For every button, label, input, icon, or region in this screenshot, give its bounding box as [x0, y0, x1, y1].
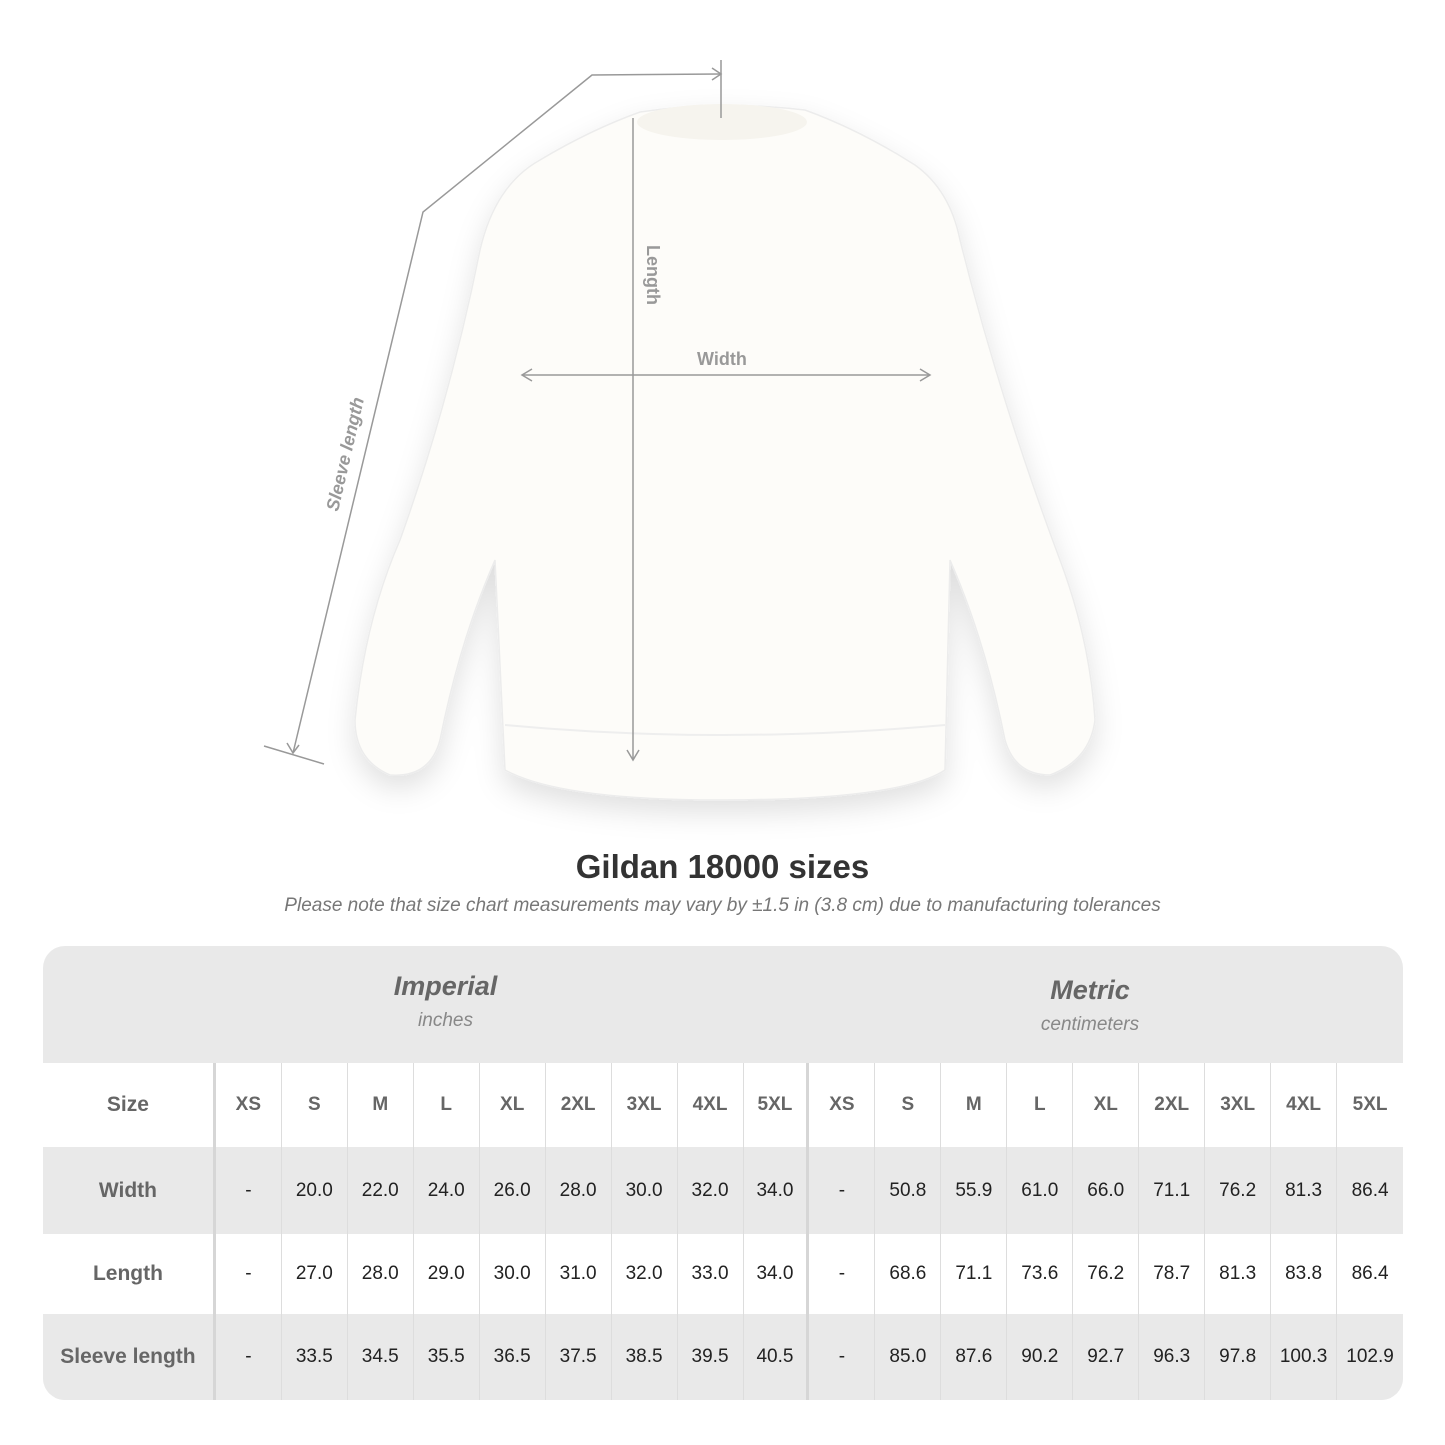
table-row: Width -20.0 22.0 24.0 26.0 28.0 30.0 32.0 34.0-5… — [43, 1147, 1403, 1234]
imperial-value-cell: 28.0 — [348, 1234, 414, 1314]
page-title: Gildan 18000 sizes — [575, 848, 870, 885]
imperial-value-cell: 31.0 — [546, 1234, 612, 1314]
size-header-cell: S — [875, 1063, 942, 1147]
size-header-cell: 3XL — [1205, 1063, 1272, 1147]
metric-value-cell: 68.6 — [875, 1234, 942, 1314]
size-header-cell: L — [414, 1063, 480, 1147]
metric-value-cell: 50.8 — [875, 1147, 942, 1234]
imperial-unit: inches — [418, 1010, 473, 1031]
imperial-value-cell: - — [216, 1234, 282, 1314]
metric-header: Metric centimeters — [810, 950, 1370, 1067]
imperial-value-cell: 33.5 — [282, 1314, 348, 1400]
imperial-value-cell: 27.0 — [282, 1234, 348, 1314]
metric-value-cell: 92.7 — [1073, 1314, 1140, 1400]
size-header-cell: 5XL — [1352, 1094, 1388, 1115]
imperial-value-cell: 38.5 — [612, 1314, 678, 1400]
imperial-value-cell: 22.0 — [348, 1147, 414, 1234]
imperial-value-cell: 40.5 — [744, 1314, 810, 1400]
metric-value-cell: - — [809, 1234, 876, 1314]
imperial-value-cell: - — [216, 1314, 282, 1400]
metric-value-cell: 85.0 — [875, 1314, 942, 1400]
metric-value-cell: 102.9 — [1346, 1346, 1394, 1367]
sleeve-length-label: Sleeve length — [322, 395, 368, 513]
imperial-value-cell: 33.0 — [678, 1234, 744, 1314]
imperial-value-cell: 34.0 — [744, 1147, 810, 1234]
width-label: Width — [697, 349, 747, 369]
imperial-value-cell: 32.0 — [678, 1147, 744, 1234]
imperial-value-cell: 34.0 — [744, 1234, 810, 1314]
size-header-cell: 4XL — [678, 1063, 744, 1147]
metric-value-cell: 97.8 — [1205, 1314, 1272, 1400]
imperial-value-cell: - — [216, 1147, 282, 1234]
metric-value-cell: 96.3 — [1139, 1314, 1206, 1400]
metric-value-cell: 76.2 — [1073, 1234, 1140, 1314]
imperial-title: Imperial — [393, 971, 498, 1001]
imperial-value-cell: 39.5 — [678, 1314, 744, 1400]
imperial-value-cell: 28.0 — [546, 1147, 612, 1234]
size-header-cell: M — [941, 1063, 1008, 1147]
table-row: Sleeve length -33.5 34.5 35.5 36.5 37.5 38.5 39… — [43, 1314, 1403, 1400]
header-row: Size XS S M L XL 2XL 3XL 4XL 5XL XS S M L XL 2XL 3XL 4XL 5… — [43, 1063, 1403, 1147]
imperial-header: Imperial inches — [216, 946, 675, 1063]
row-label: Width — [43, 1147, 216, 1234]
size-table: Imperial inches Metric centimeters Size X… — [43, 946, 1403, 1400]
metric-value-cell: 66.0 — [1073, 1147, 1140, 1234]
imperial-value-cell: 32.0 — [612, 1234, 678, 1314]
imperial-value-cell: 30.0 — [612, 1147, 678, 1234]
metric-value-cell: 61.0 — [1007, 1147, 1074, 1234]
metric-value-cell: 81.3 — [1271, 1147, 1338, 1234]
size-header-cell: 5XL — [744, 1063, 810, 1147]
imperial-value-cell: 29.0 — [414, 1234, 480, 1314]
metric-value-cell: 86.4 — [1351, 1179, 1389, 1201]
imperial-value-cell: 34.5 — [348, 1314, 414, 1400]
metric-value-cell: 81.3 — [1205, 1234, 1272, 1314]
metric-value-cell: 90.2 — [1007, 1314, 1074, 1400]
metric-value-cell: - — [809, 1314, 876, 1400]
size-header-cell: 4XL — [1271, 1063, 1338, 1147]
length-label: Length — [643, 245, 663, 305]
size-header-cell: XS — [216, 1063, 282, 1147]
table-row: Length -27.0 28.0 29.0 30.0 31.0 32.0 33.0 34.0-… — [43, 1234, 1403, 1314]
metric-title: Metric — [1050, 975, 1130, 1005]
imperial-value-cell: 30.0 — [480, 1234, 546, 1314]
metric-value-cell: 83.8 — [1271, 1234, 1338, 1314]
size-header-cell: S — [282, 1063, 348, 1147]
metric-value-cell: 86.4 — [1351, 1263, 1389, 1284]
imperial-value-cell: 36.5 — [480, 1314, 546, 1400]
metric-value-cell: 71.1 — [1139, 1147, 1206, 1234]
size-header-cell: M — [348, 1063, 414, 1147]
sweatshirt-illustration: Sleeve length Length Width — [263, 60, 1096, 801]
imperial-value-cell: 37.5 — [546, 1314, 612, 1400]
tolerance-note: Please note that size chart measurements… — [284, 895, 1161, 916]
imperial-value-cell: 24.0 — [414, 1147, 480, 1234]
metric-value-cell: 73.6 — [1007, 1234, 1074, 1314]
size-header-cell: L — [1007, 1063, 1074, 1147]
row-label: Length — [43, 1234, 216, 1314]
imperial-value-cell: 35.5 — [414, 1314, 480, 1400]
metric-value-cell: 100.3 — [1271, 1314, 1338, 1400]
row-label: Sleeve length — [43, 1314, 216, 1400]
measurement-lines — [263, 60, 932, 765]
size-header-cell: 2XL — [546, 1063, 612, 1147]
metric-value-cell: 78.7 — [1139, 1234, 1206, 1314]
metric-value-cell: 87.6 — [941, 1314, 1008, 1400]
imperial-value-cell: 26.0 — [480, 1147, 546, 1234]
size-header-cell: 2XL — [1139, 1063, 1206, 1147]
size-header-cell: XL — [1073, 1063, 1140, 1147]
metric-value-cell: 76.2 — [1205, 1147, 1272, 1234]
metric-unit: centimeters — [1040, 1014, 1140, 1035]
imperial-value-cell: 20.0 — [282, 1147, 348, 1234]
size-header-cell: XL — [480, 1063, 546, 1147]
sweatshirt — [354, 104, 1096, 801]
size-header-cell: 3XL — [612, 1063, 678, 1147]
metric-value-cell: - — [809, 1147, 876, 1234]
metric-value-cell: 55.9 — [941, 1147, 1008, 1234]
size-label: Size — [43, 1063, 216, 1147]
metric-value-cell: 71.1 — [941, 1234, 1008, 1314]
size-header-cell: XS — [809, 1063, 876, 1147]
